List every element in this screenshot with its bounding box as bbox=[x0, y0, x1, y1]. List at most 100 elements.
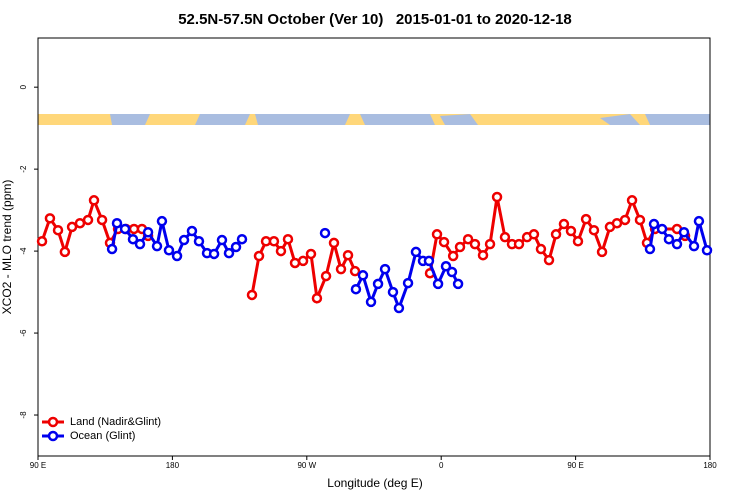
point bbox=[438, 236, 450, 248]
point bbox=[320, 270, 332, 282]
point bbox=[648, 218, 660, 230]
point bbox=[178, 234, 190, 246]
y-tick-label: 0 bbox=[19, 84, 28, 89]
point bbox=[550, 229, 562, 240]
point bbox=[208, 248, 220, 260]
point bbox=[484, 238, 496, 250]
point bbox=[462, 233, 474, 245]
legend-label: Ocean (Glint) bbox=[70, 430, 135, 442]
y-tick-label: -6 bbox=[19, 329, 28, 337]
x-axis-label: Longitude (deg E) bbox=[327, 476, 422, 490]
point bbox=[305, 248, 317, 260]
point bbox=[477, 249, 489, 261]
point bbox=[297, 255, 309, 267]
point bbox=[282, 233, 294, 245]
point bbox=[365, 296, 377, 308]
point bbox=[565, 225, 577, 237]
point bbox=[216, 234, 228, 246]
x-tick-label: 180 bbox=[703, 461, 717, 470]
point bbox=[52, 224, 64, 236]
y-tick-label: -8 bbox=[19, 411, 28, 419]
point bbox=[693, 215, 705, 227]
point bbox=[268, 236, 280, 247]
point bbox=[236, 233, 248, 245]
point bbox=[230, 241, 242, 253]
point bbox=[678, 226, 690, 238]
point bbox=[431, 229, 443, 240]
point bbox=[246, 289, 258, 301]
point bbox=[572, 236, 584, 247]
point bbox=[596, 246, 608, 258]
y-axis-label: XCO2 - MLO trend (ppm) bbox=[0, 180, 14, 315]
point bbox=[111, 217, 123, 229]
point bbox=[701, 245, 713, 256]
land-ocean-strip bbox=[38, 114, 710, 125]
y-tick-label: -4 bbox=[19, 247, 28, 255]
chart-title: 52.5N-57.5N October (Ver 10) 2015-01-01 … bbox=[178, 11, 572, 28]
point bbox=[134, 238, 146, 250]
point bbox=[59, 246, 71, 258]
point bbox=[127, 233, 139, 245]
point bbox=[387, 286, 399, 298]
point bbox=[357, 270, 369, 281]
point bbox=[491, 191, 503, 203]
point bbox=[619, 214, 631, 226]
point bbox=[452, 278, 464, 290]
point bbox=[311, 292, 323, 304]
y-tick-label: -2 bbox=[19, 165, 28, 173]
point bbox=[36, 236, 48, 247]
point bbox=[423, 255, 435, 267]
point bbox=[335, 263, 347, 275]
point bbox=[634, 214, 646, 226]
point bbox=[402, 277, 414, 289]
point bbox=[393, 302, 405, 314]
point bbox=[88, 195, 100, 206]
point bbox=[372, 278, 384, 290]
x-tick-label: 0 bbox=[439, 461, 444, 470]
point bbox=[513, 238, 525, 250]
point bbox=[663, 233, 675, 245]
x-tick-label: 90 E bbox=[567, 461, 583, 470]
point bbox=[688, 240, 700, 252]
point bbox=[671, 238, 683, 250]
point bbox=[44, 213, 56, 224]
point bbox=[193, 236, 205, 247]
point bbox=[342, 249, 354, 261]
point bbox=[156, 215, 168, 227]
point bbox=[151, 240, 163, 252]
point bbox=[350, 283, 362, 295]
legend-marker bbox=[47, 430, 59, 442]
point bbox=[328, 237, 340, 249]
x-tick-label: 90 W bbox=[297, 461, 316, 470]
point bbox=[289, 257, 301, 269]
point bbox=[580, 213, 592, 225]
point bbox=[119, 223, 131, 235]
legend-label: Land (Nadir&Glint) bbox=[70, 416, 161, 428]
point bbox=[535, 243, 547, 255]
point bbox=[446, 266, 458, 278]
point bbox=[96, 214, 108, 226]
point bbox=[66, 221, 78, 233]
point bbox=[588, 224, 600, 236]
point bbox=[142, 226, 154, 238]
point bbox=[440, 261, 452, 272]
point bbox=[223, 247, 235, 259]
point bbox=[82, 214, 94, 226]
point bbox=[656, 223, 668, 235]
series-line bbox=[110, 220, 709, 313]
point bbox=[454, 241, 466, 253]
point bbox=[558, 218, 570, 230]
legend-marker bbox=[47, 416, 59, 428]
point bbox=[253, 250, 265, 262]
point bbox=[543, 254, 555, 266]
point bbox=[626, 195, 638, 206]
point bbox=[186, 225, 198, 237]
point bbox=[469, 238, 481, 250]
point bbox=[349, 265, 361, 277]
point bbox=[319, 227, 331, 239]
point bbox=[447, 250, 459, 262]
point bbox=[163, 245, 175, 256]
point bbox=[432, 278, 444, 290]
x-tick-label: 90 E bbox=[30, 461, 46, 470]
